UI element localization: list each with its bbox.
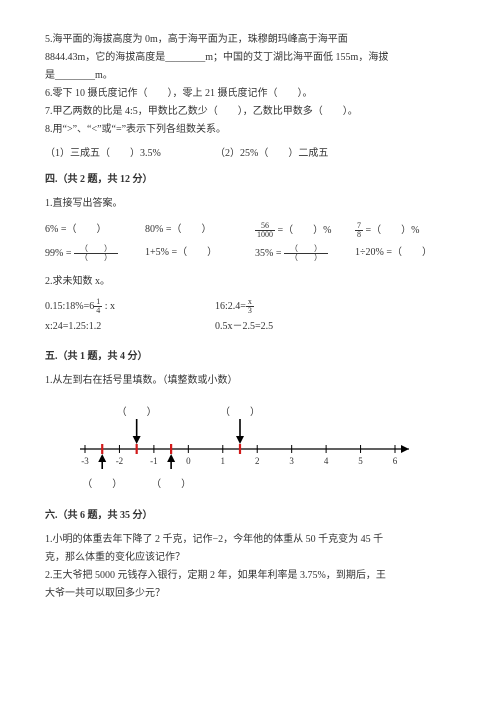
s5-q1: 1.从左到右在括号里填数。（填整数或小数） [45, 373, 455, 389]
q5-line2: 8844.43m，它的海拔高度是________m；中国的艾丁湖比海平面低 15… [45, 50, 455, 66]
s6-q1a: 1.小明的体重去年下降了 2 千克，记作−2，今年他的体重从 50 千克变为 4… [45, 532, 455, 548]
s4-q2: 2.求未知数 x。 [45, 274, 455, 290]
number-line-svg: -3 -2 -1 0 1 2 3 4 5 6 （ ） （ ） （ ） （ ） [75, 401, 415, 496]
q5-line3: 是________m。 [45, 68, 455, 84]
svg-text:（ ）: （ ） [117, 406, 157, 418]
section5-title: 五.（共 1 题，共 4 分） [45, 349, 455, 365]
s4-r2d: 1÷20% =（ ） [355, 245, 455, 262]
s4-r2a: 99% = （ ）（ ） [45, 245, 145, 262]
svg-text:0: 0 [186, 456, 191, 466]
s4-e2b: 0.5x－2.5=2.5 [215, 319, 273, 335]
q6-line: 6.零下 10 摄氏度记作（ ），零上 21 摄氏度记作（ ）。 [45, 86, 455, 102]
paren-frac-2: （ ）（ ） [284, 245, 328, 262]
q8-line: 8.用“>”、“<”或“=”表示下列各组数关系。 [45, 122, 455, 138]
s4-r1b: 80% =（ ） [145, 222, 255, 239]
s4-e1a: 0.15:18%=614 : x [45, 298, 215, 315]
q8-sub2: （2）25%（ ）二成五 [215, 146, 328, 162]
s4-eqrow1: 0.15:18%=614 : x 16:2.4=x3 [45, 298, 455, 315]
svg-text:-1: -1 [150, 456, 158, 466]
svg-text:-2: -2 [116, 456, 124, 466]
frac-56-1000: 561000 [255, 222, 275, 239]
s4-q1: 1.直接写出答案。 [45, 196, 455, 212]
svg-text:-3: -3 [81, 456, 89, 466]
q8-sub1: （1）三成五（ ）3.5% [45, 146, 215, 162]
q8-subrow: （1）三成五（ ）3.5% （2）25%（ ）二成五 [45, 146, 455, 162]
svg-text:（ ）: （ ） [151, 478, 191, 490]
s4-r1a: 6% =（ ） [45, 222, 145, 239]
section6-title: 六.（共 6 题，共 35 分） [45, 508, 455, 524]
svg-text:1: 1 [221, 456, 226, 466]
section4-title: 四.（共 2 题，共 12 分） [45, 172, 455, 188]
svg-text:6: 6 [393, 456, 398, 466]
s4-r2c: 35% = （ ）（ ） [255, 245, 355, 262]
frac-7-8: 78 [355, 222, 363, 239]
s4-eqrow2: x:24=1.25:1.2 0.5x－2.5=2.5 [45, 319, 455, 335]
svg-text:4: 4 [324, 456, 329, 466]
svg-text:2: 2 [255, 456, 260, 466]
s4-row1: 6% =（ ） 80% =（ ） 561000 =（ ）% 78 =（ ）% [45, 222, 455, 239]
svg-text:3: 3 [289, 456, 294, 466]
number-line-figure: -3 -2 -1 0 1 2 3 4 5 6 （ ） （ ） （ ） （ ） [75, 401, 415, 496]
s4-e1b: 16:2.4=x3 [215, 298, 254, 315]
s4-r1d: 78 =（ ）% [355, 222, 455, 239]
s6-q2a: 2.王大爷把 5000 元钱存入银行，定期 2 年，如果年利率是 3.75%，到… [45, 568, 455, 584]
s4-r2b: 1+5% =（ ） [145, 245, 255, 262]
paren-frac-1: （ ）（ ） [74, 245, 118, 262]
s4-e2a: x:24=1.25:1.2 [45, 319, 215, 335]
s6-q1b: 克，那么体重的变化应该记作？ [45, 550, 455, 566]
s4-row2: 99% = （ ）（ ） 1+5% =（ ） 35% = （ ）（ ） 1÷20… [45, 245, 455, 262]
svg-text:（ ）: （ ） [82, 478, 122, 490]
svg-text:5: 5 [358, 456, 363, 466]
q5-line1: 5.海平面的海拔高度为 0m，高于海平面为正，珠穆朗玛峰高于海平面 [45, 32, 455, 48]
s6-q2b: 大爷一共可以取回多少元？ [45, 586, 455, 602]
document-page: { "top": { "q5a": "5.海平面的海拔高度为 0m，高于海平面为… [0, 0, 500, 707]
s4-r1c: 561000 =（ ）% [255, 222, 355, 239]
q7-line: 7.甲乙两数的比是 4:5，甲数比乙数少（ ），乙数比甲数多（ ）。 [45, 104, 455, 120]
frac-x-3: x3 [246, 298, 254, 315]
svg-text:（ ）: （ ） [220, 406, 260, 418]
